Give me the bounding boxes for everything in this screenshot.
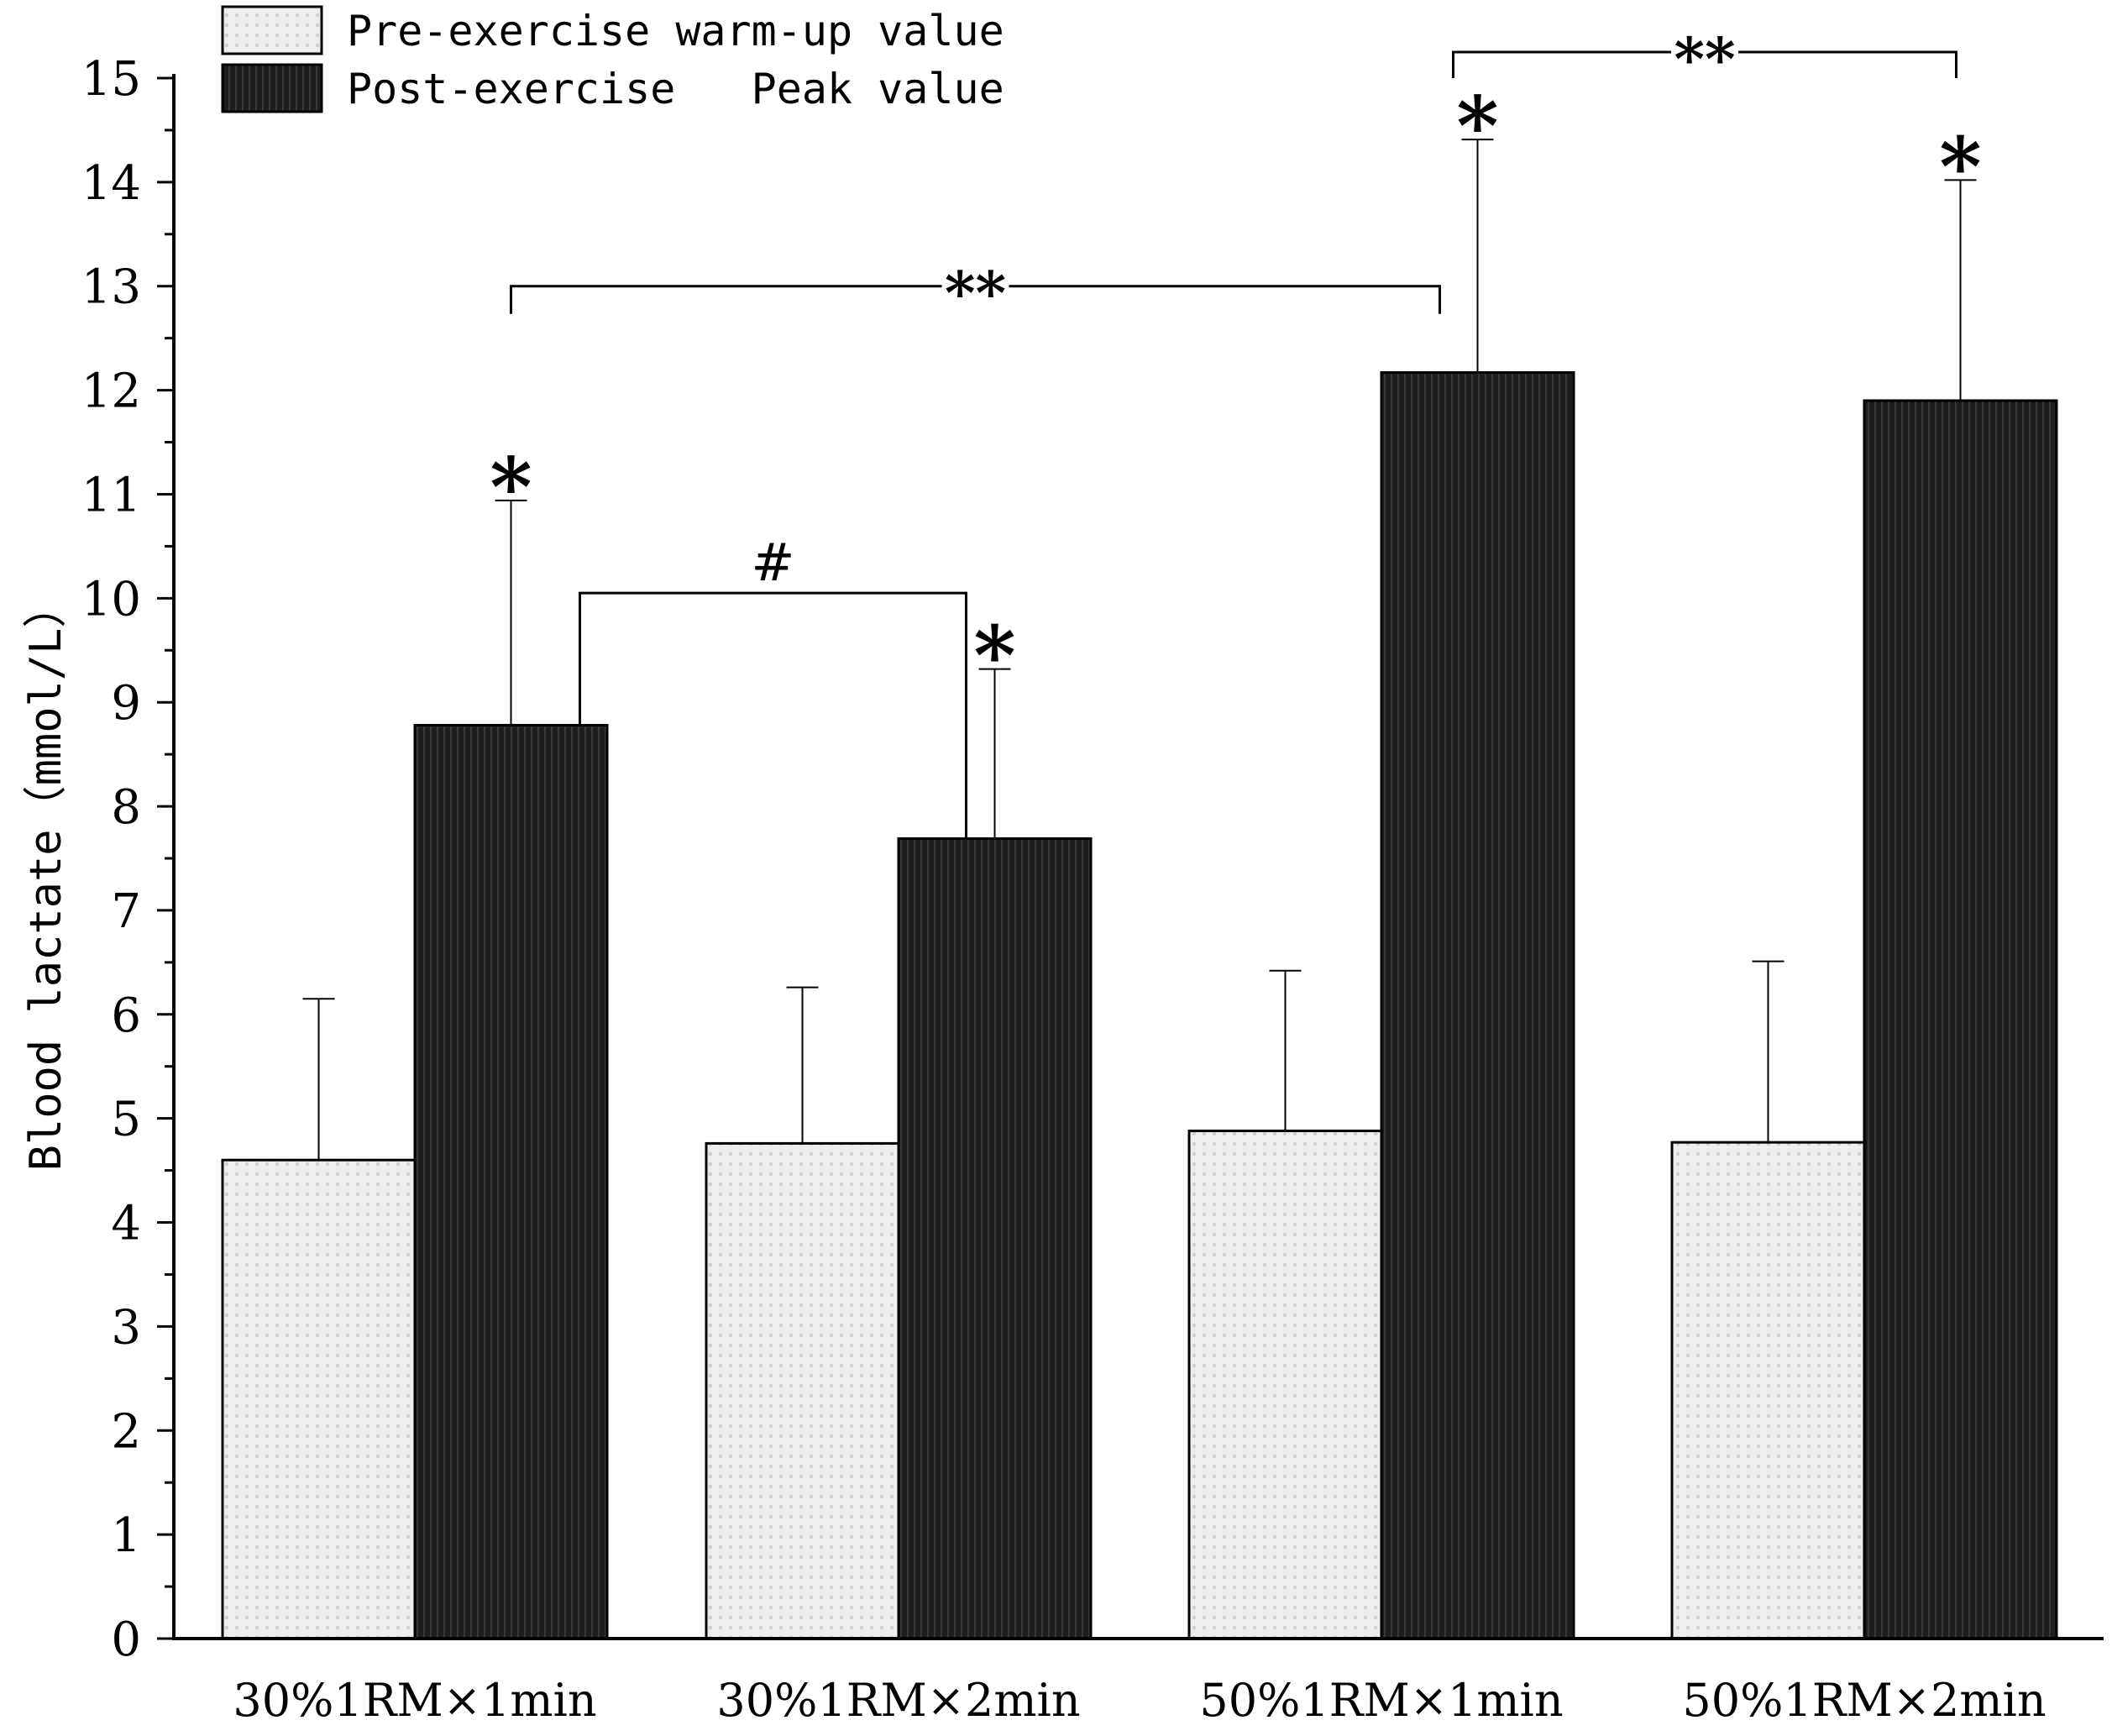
y-tick-label: 7: [111, 884, 141, 939]
bracket-label-bg-2: [1671, 47, 1738, 58]
legend-label-pre: Pre-exercise warm-up value: [347, 7, 1004, 55]
y-tick-label: 15: [81, 52, 141, 107]
error-bars-layer: [302, 139, 1977, 1161]
y-tick-label: 10: [81, 572, 141, 627]
y-tick-label: 4: [111, 1197, 141, 1251]
y-tick-label: 12: [81, 365, 141, 419]
bar-post-1: [413, 723, 609, 1640]
y-tick-label: 5: [111, 1093, 141, 1147]
bar-pre-2: [705, 1141, 900, 1640]
x-tick-label-1: 30%1RM×1min: [233, 1674, 596, 1727]
legend-swatch-post: [221, 63, 323, 113]
y-tick-label: 9: [111, 676, 141, 731]
significance-label-3: #: [752, 532, 795, 593]
x-tick-label-3: 50%1RM×1min: [1199, 1674, 1563, 1727]
significance-label-2: **: [1674, 24, 1735, 94]
significance-asterisk-3: *: [1456, 79, 1498, 174]
bar-pre-4: [1670, 1141, 1866, 1640]
legend-swatch-pre: [221, 5, 323, 55]
bracket-label-bg-1: [941, 281, 1009, 291]
significance-label-1: **: [945, 259, 1006, 328]
bar-pre-1: [221, 1158, 417, 1640]
y-tick-label: 6: [111, 989, 141, 1043]
x-tick-label-4: 50%1RM×2min: [1682, 1674, 2046, 1727]
y-tick-label: 1: [111, 1508, 141, 1563]
y-tick-label: 3: [111, 1300, 141, 1355]
bar-post-3: [1380, 371, 1575, 1640]
bar-post-4: [1863, 399, 2058, 1640]
y-tick-label: 13: [81, 260, 141, 315]
bar-pre-3: [1187, 1130, 1383, 1640]
y-axis-title: Blood lactate（mmol/L）: [21, 585, 71, 1172]
bar-post-2: [897, 837, 1093, 1640]
significance-asterisk-1: *: [490, 440, 532, 535]
bars-layer: [221, 371, 2058, 1640]
y-tick-label: 8: [111, 780, 141, 835]
x-tick-label-2: 30%1RM×2min: [716, 1674, 1080, 1727]
significance-bracket-3: [579, 591, 967, 839]
significance-asterisk-4: *: [1939, 119, 1981, 214]
y-tick-label: 11: [81, 468, 141, 522]
annotations-layer: *** *****#: [490, 24, 1982, 839]
significance-asterisk-2: *: [973, 609, 1015, 704]
y-tick-label: 2: [111, 1404, 141, 1459]
legend: Pre-exercise warm-up value Post-exercise …: [221, 5, 1004, 113]
y-tick-label: 0: [111, 1613, 141, 1667]
legend-label-post: Post-exercise Peak value: [347, 65, 1004, 113]
y-tick-label: 14: [81, 156, 141, 211]
